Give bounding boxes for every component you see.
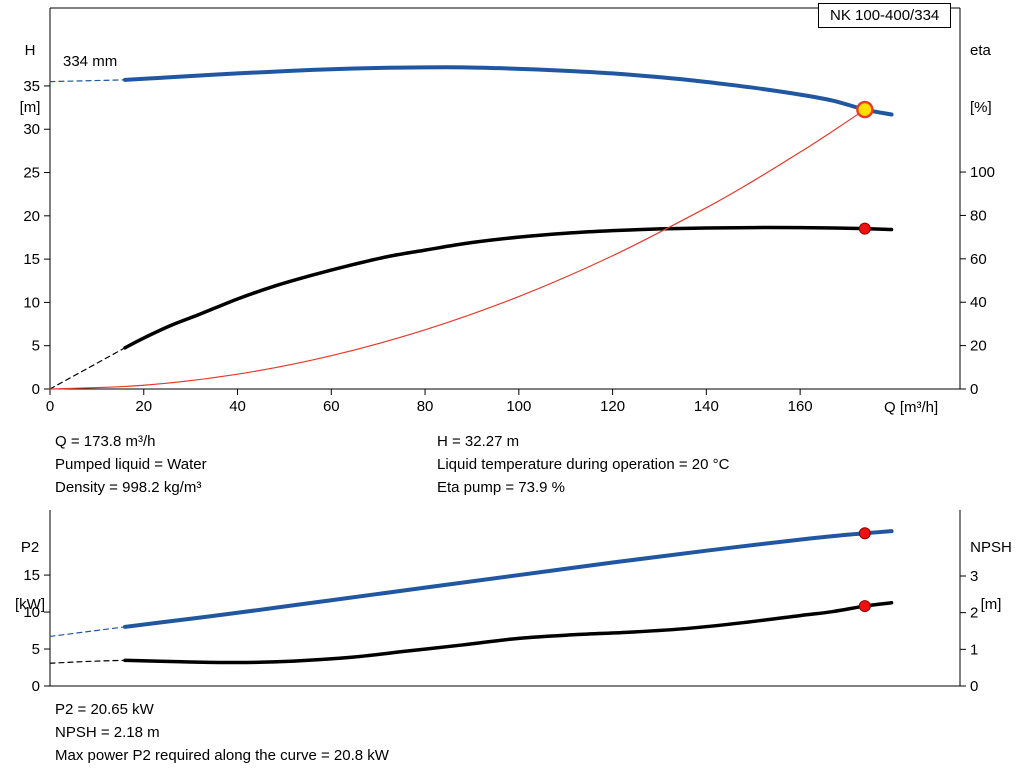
tick-label: 10	[23, 294, 40, 311]
tick-label: 10	[23, 604, 40, 621]
p2-curve	[123, 529, 894, 629]
npsh-axis-title: NPSH [m]	[962, 500, 1020, 652]
result-p2: P2 = 20.65 kW	[55, 701, 154, 718]
results-bottom: P2 = 20.65 kW NPSH = 2.18 m Max power P2…	[55, 698, 655, 767]
npsh-duty-marker	[858, 600, 871, 613]
p2-curve-dashed	[49, 626, 126, 638]
tick-label: 60	[970, 251, 987, 268]
result-eta-pump: Eta pump = 73.9 %	[437, 479, 565, 496]
tick-label: 20	[970, 338, 987, 355]
tick-label: 40	[229, 398, 246, 415]
result-h: H = 32.27 m	[437, 433, 520, 450]
result-liquid-temperature: Liquid temperature during operation = 20…	[437, 456, 730, 473]
eta-duty-marker	[858, 222, 871, 235]
h-axis-title-unit: [m]	[19, 99, 41, 116]
tick-label: 80	[417, 398, 434, 415]
eta-curve-dashed	[49, 347, 126, 390]
head-curve-dashed	[49, 79, 126, 83]
tick-label: 15	[23, 567, 40, 584]
tick-label: 0	[32, 678, 40, 695]
tick-label: 0	[46, 398, 54, 415]
result-density: Density = 998.2 kg/m³	[55, 479, 202, 496]
tick-label: 100	[970, 164, 995, 181]
p2-duty-marker	[858, 527, 871, 540]
tick-label: 30	[23, 121, 40, 138]
eta-curve	[123, 225, 894, 350]
duty-point-marker	[856, 100, 874, 119]
npsh-axis-title-symbol: NPSH	[970, 539, 1012, 556]
tick-label: 120	[600, 398, 625, 415]
p2-axis-title-unit: [kW]	[15, 596, 45, 613]
qh-eta-chart: 0 5 10 15 20 25 30 35 0 20 40 60 80 100 0 20 40 60 80 100 12…	[23, 7, 995, 415]
p2-axis-title-symbol: P2	[20, 539, 40, 556]
p2-axis-title: P2 [kW]	[8, 500, 52, 652]
result-max-power: Max power P2 required along the curve = …	[55, 747, 389, 764]
result-pumped-liquid: Pumped liquid = Water	[55, 456, 207, 473]
h-axis-title-symbol: H	[24, 42, 36, 59]
npsh-curve-dashed	[49, 659, 126, 664]
pump-model-label: NK 100-400/334	[830, 7, 940, 24]
tick-label: 80	[970, 207, 987, 224]
tick-label: 1	[970, 641, 978, 658]
npsh-curve	[123, 601, 894, 665]
h-axis-title: H [m]	[8, 3, 52, 155]
q-axis-title: Q [m³/h]	[884, 399, 939, 416]
tick-label: 140	[694, 398, 719, 415]
tick-label: 35	[23, 78, 40, 95]
tick-label: 25	[23, 165, 40, 182]
eta-axis-title: eta [%]	[970, 3, 992, 155]
tick-label: 160	[788, 398, 813, 415]
tick-label: 3	[970, 568, 978, 585]
results-top-right: H = 32.27 m Liquid temperature during op…	[437, 430, 917, 499]
pump-model-badge: NK 100-400/334	[818, 3, 952, 28]
tick-label: 60	[323, 398, 340, 415]
eta-axis-title-unit: [%]	[970, 99, 992, 116]
tick-label: 0	[970, 678, 978, 695]
result-q: Q = 173.8 m³/h	[55, 433, 156, 450]
results-top-left: Q = 173.8 m³/h Pumped liquid = Water Den…	[55, 430, 415, 499]
result-npsh: NPSH = 2.18 m	[55, 724, 160, 741]
eta-axis-title-symbol: eta	[970, 42, 991, 59]
tick-label: 5	[32, 338, 40, 355]
tick-label: 0	[32, 381, 40, 398]
tick-label: 20	[23, 208, 40, 225]
head-curve	[123, 65, 894, 117]
npsh-axis-title-unit: [m]	[980, 596, 1002, 613]
tick-label: 5	[32, 641, 40, 658]
tick-label: 2	[970, 605, 978, 622]
tick-label: 20	[135, 398, 152, 415]
tick-label: 40	[970, 294, 987, 311]
tick-label: 100	[506, 398, 531, 415]
tick-label: 15	[23, 251, 40, 268]
p2-npsh-chart: 0 5 10 15 0 1 2 3	[23, 510, 978, 695]
tick-label: 0	[970, 381, 978, 398]
impeller-diameter-label: 334 mm	[63, 53, 118, 70]
system-curve	[49, 108, 866, 390]
